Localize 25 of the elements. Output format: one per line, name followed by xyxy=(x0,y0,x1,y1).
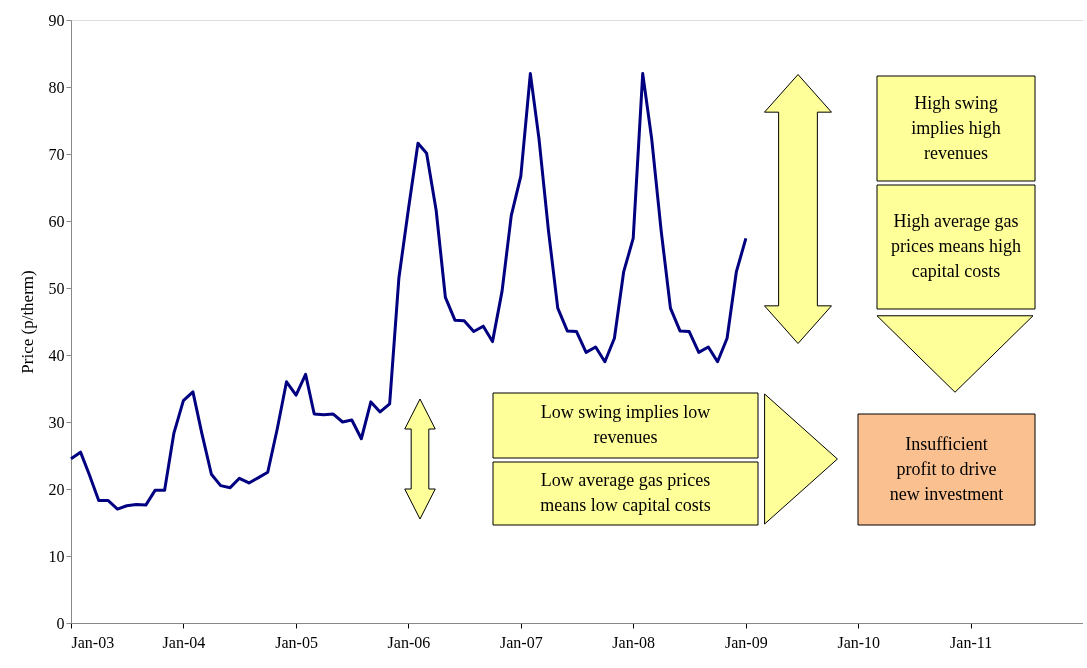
annotation: Low average gas prices means low capital costs xyxy=(540,470,711,515)
annotation: Low swing implies low revenues xyxy=(540,402,711,447)
annotation: High average gas prices means high capital costs xyxy=(891,211,1021,281)
x-tick-label: Jan-08 xyxy=(612,633,656,651)
annotation: High swing implies high revenues xyxy=(911,92,1001,163)
x-tick-label: Jan-03 xyxy=(71,633,115,651)
x-tick-label: Jan-07 xyxy=(499,633,543,651)
y-tick-label: 20 xyxy=(48,480,65,498)
y-tick-label: 0 xyxy=(56,614,65,632)
x-tick-label: Jan-11 xyxy=(950,633,993,651)
x-tick-label: Jan-10 xyxy=(837,633,881,651)
y-axis-title: Price (p/therm) xyxy=(17,270,37,374)
y-tick-label: 30 xyxy=(48,413,65,431)
y-tick-label: 90 xyxy=(48,11,65,29)
x-tick-label: Jan-05 xyxy=(275,633,318,651)
y-tick-label: 70 xyxy=(48,145,65,163)
y-tick-label: 60 xyxy=(48,212,65,230)
x-tick-label: Jan-09 xyxy=(725,633,768,651)
y-tick-label: 80 xyxy=(48,78,65,96)
y-tick-label: 10 xyxy=(48,547,65,565)
y-tick-label: 50 xyxy=(48,279,65,297)
y-tick-label: 40 xyxy=(48,346,65,364)
x-tick-label: Jan-04 xyxy=(162,633,206,651)
annotation: Insufficient profit to drive new investment xyxy=(889,433,1004,504)
x-tick-label: Jan-06 xyxy=(387,633,431,651)
